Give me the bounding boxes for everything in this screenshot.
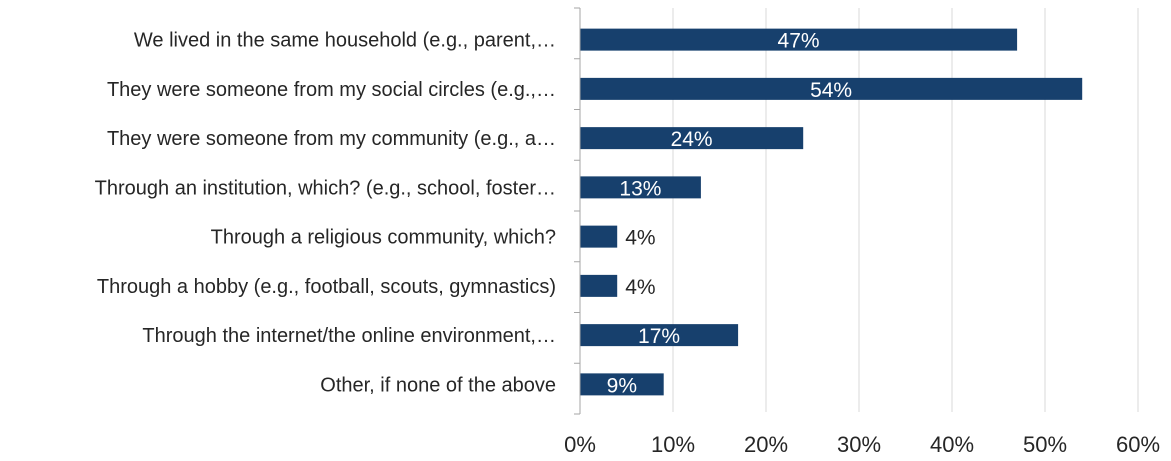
gridlines bbox=[672, 8, 1139, 412]
data-label: 17% bbox=[638, 325, 680, 348]
category-labels: We lived in the same household (e.g., pa… bbox=[95, 30, 556, 397]
bar bbox=[580, 28, 1018, 51]
x-tick-label: 60% bbox=[1116, 432, 1160, 457]
x-tick-labels: 0% 10% 20% 30% 40% 50% 60% bbox=[564, 432, 1160, 457]
bar bbox=[580, 274, 618, 297]
category-label: We lived in the same household (e.g., pa… bbox=[134, 30, 556, 52]
x-tick-label: 10% bbox=[651, 432, 695, 457]
bar bbox=[580, 176, 701, 199]
x-tick-label: 50% bbox=[1023, 432, 1067, 457]
data-labels: 47% 54% 24% 13% 4% 4% 17% 9% bbox=[607, 30, 852, 398]
bar bbox=[580, 225, 618, 248]
bar bbox=[580, 127, 804, 150]
category-label: Through an institution, which? (e.g., sc… bbox=[95, 177, 556, 199]
data-label: 9% bbox=[607, 374, 637, 397]
bar bbox=[580, 324, 739, 347]
x-tick-label: 20% bbox=[744, 432, 788, 457]
data-label: 24% bbox=[671, 128, 713, 151]
data-label: 54% bbox=[810, 79, 852, 102]
data-label: 4% bbox=[625, 227, 655, 250]
category-label: Through the internet/the online environm… bbox=[142, 325, 556, 347]
bars bbox=[580, 28, 1083, 396]
category-label: They were someone from my social circles… bbox=[107, 79, 556, 101]
y-axis bbox=[574, 7, 581, 415]
category-label: Other, if none of the above bbox=[320, 374, 556, 396]
bar bbox=[580, 373, 664, 396]
x-tick-label: 40% bbox=[930, 432, 974, 457]
bar bbox=[580, 77, 1083, 100]
category-label: Through a hobby (e.g., football, scouts,… bbox=[97, 276, 556, 298]
category-label: They were someone from my community (e.g… bbox=[107, 128, 556, 150]
x-tick-label: 0% bbox=[564, 432, 596, 457]
data-label: 13% bbox=[619, 177, 661, 200]
x-tick-label: 30% bbox=[837, 432, 881, 457]
data-label: 47% bbox=[778, 30, 820, 53]
data-label: 4% bbox=[625, 276, 655, 299]
category-label: Through a religious community, which? bbox=[211, 227, 556, 249]
